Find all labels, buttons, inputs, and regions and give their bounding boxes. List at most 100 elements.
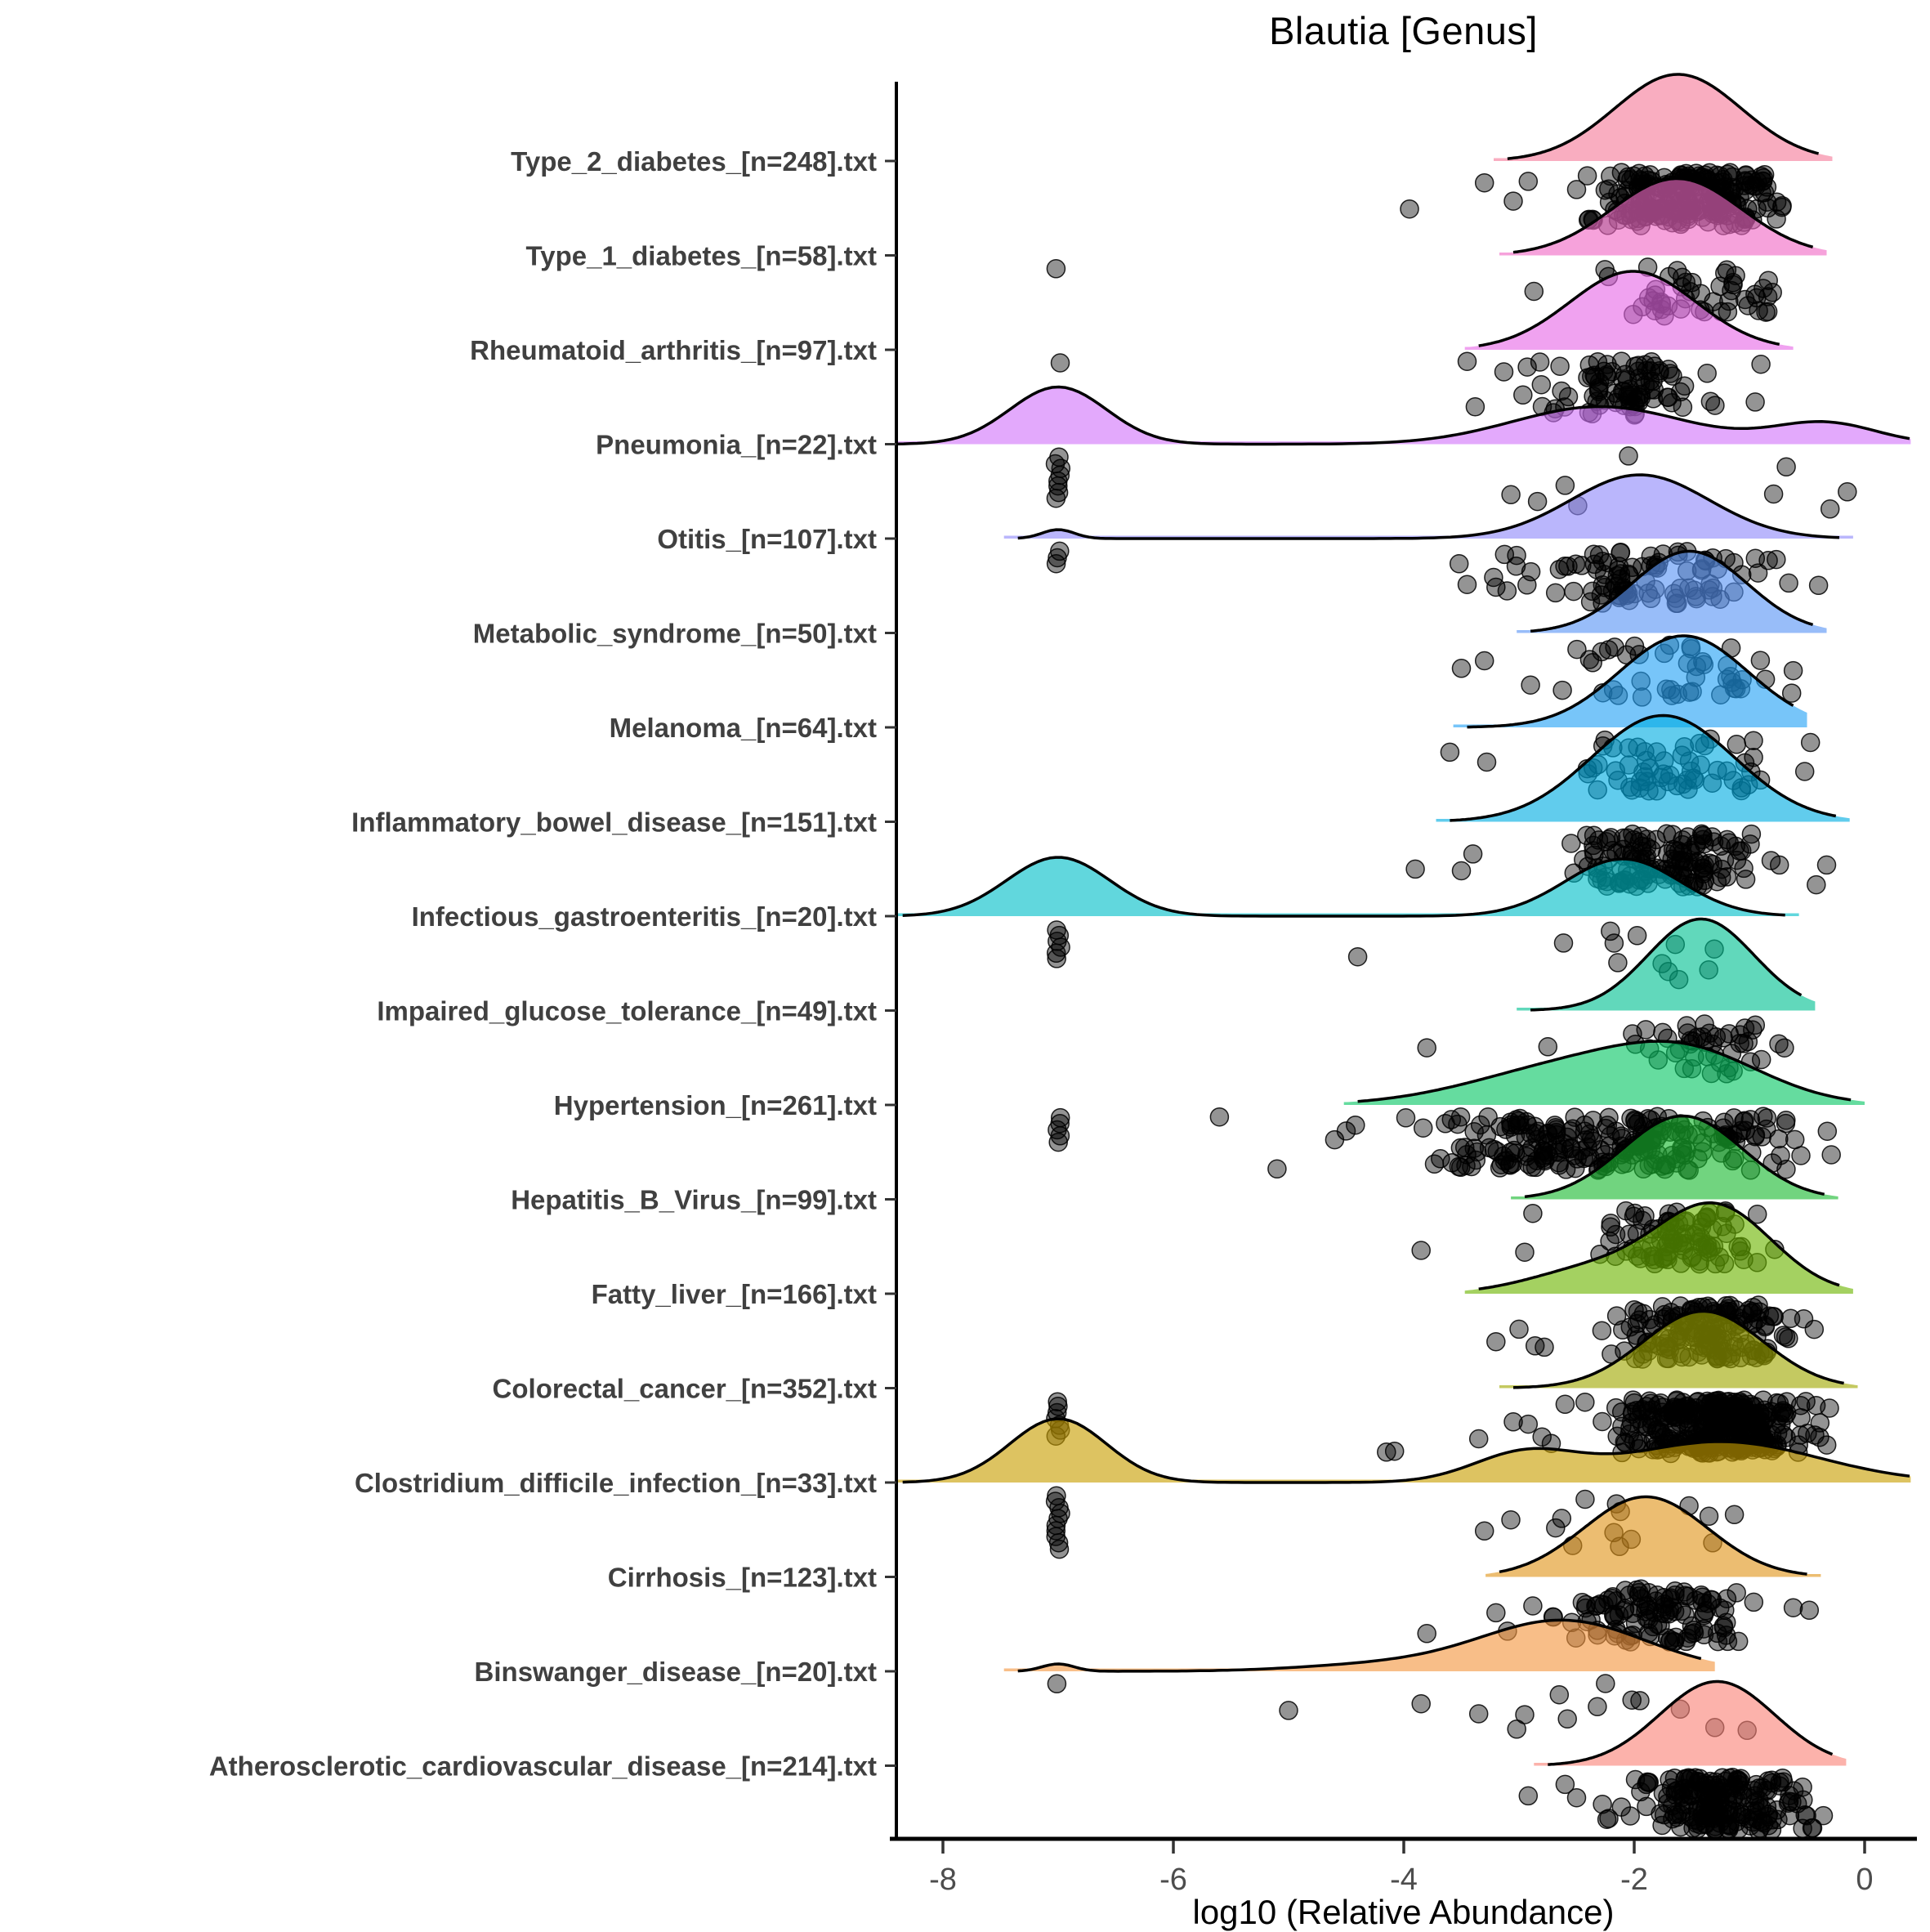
data-point bbox=[1713, 1618, 1734, 1638]
ridge-outline bbox=[1512, 1309, 1844, 1389]
data-point bbox=[1816, 855, 1837, 875]
data-point bbox=[1424, 1154, 1445, 1174]
data-point bbox=[1555, 1774, 1575, 1795]
data-point bbox=[1695, 1783, 1715, 1804]
data-point bbox=[1599, 1107, 1619, 1128]
ridge-metabolic-syndrome bbox=[1517, 549, 1827, 633]
ridge-outline bbox=[1507, 73, 1820, 160]
data-point bbox=[1510, 1116, 1530, 1135]
data-point bbox=[1584, 544, 1604, 564]
data-point bbox=[1619, 446, 1638, 466]
data-point bbox=[1592, 1321, 1612, 1340]
data-point bbox=[1699, 1506, 1719, 1527]
data-point bbox=[1635, 355, 1655, 375]
data-point bbox=[1663, 1809, 1682, 1829]
data-point bbox=[1701, 1805, 1721, 1824]
data-point bbox=[1617, 369, 1637, 390]
ridge-infectious-gastroenteritis bbox=[896, 856, 1799, 918]
ridge-otitis bbox=[1003, 473, 1853, 540]
data-point bbox=[1727, 1583, 1746, 1603]
data-point bbox=[1436, 1114, 1455, 1134]
data-point bbox=[1783, 660, 1803, 681]
data-point bbox=[1494, 544, 1515, 565]
data-point bbox=[1267, 1159, 1287, 1179]
data-point bbox=[1730, 1033, 1749, 1053]
data-point bbox=[1523, 1203, 1543, 1223]
data-point bbox=[1670, 382, 1691, 402]
data-point bbox=[1515, 1705, 1535, 1724]
data-point bbox=[1209, 1107, 1230, 1127]
data-point bbox=[1597, 364, 1617, 385]
data-point bbox=[1599, 1809, 1619, 1828]
data-point bbox=[1049, 1539, 1070, 1559]
data-point bbox=[1575, 1489, 1595, 1509]
data-point bbox=[1597, 1116, 1618, 1135]
data-point bbox=[1549, 1684, 1570, 1705]
data-point bbox=[1636, 1020, 1655, 1040]
data-point bbox=[1813, 1805, 1834, 1826]
ridge-fill bbox=[1499, 1311, 1858, 1389]
data-point bbox=[1451, 659, 1472, 678]
data-point bbox=[1790, 1425, 1811, 1445]
data-point bbox=[1575, 1392, 1595, 1412]
data-point bbox=[1654, 1407, 1673, 1427]
data-point bbox=[1726, 836, 1745, 856]
data-point bbox=[1793, 1777, 1812, 1797]
ridge-outline bbox=[902, 856, 1785, 918]
data-point bbox=[1800, 732, 1821, 753]
data-point bbox=[1530, 352, 1550, 372]
data-point bbox=[1606, 1306, 1627, 1326]
data-point bbox=[1740, 834, 1760, 854]
data-point bbox=[1783, 1598, 1803, 1617]
x-tick-label--8: -8 bbox=[929, 1863, 957, 1897]
data-point bbox=[1670, 1296, 1691, 1316]
ridge-hypertension bbox=[1343, 1040, 1865, 1105]
data-point bbox=[1817, 1121, 1838, 1141]
data-point bbox=[1656, 824, 1677, 844]
data-point bbox=[1601, 921, 1620, 941]
x-tick-label--4: -4 bbox=[1390, 1863, 1418, 1897]
ridge-outline bbox=[1530, 549, 1814, 633]
ridge-pneumonia bbox=[896, 385, 1911, 446]
data-point bbox=[1821, 1145, 1841, 1165]
data-point bbox=[1588, 382, 1609, 401]
ridge-clostridium-difficile-infection bbox=[896, 1417, 1911, 1484]
data-point bbox=[1773, 1772, 1794, 1792]
data-point bbox=[1780, 1308, 1801, 1329]
ridge-outline bbox=[1450, 713, 1837, 822]
y-axis-label-type-2-diabetes: Type_2_diabetes_[n=248].txt bbox=[511, 146, 877, 177]
data-point bbox=[1566, 1787, 1587, 1808]
data-point bbox=[1601, 1213, 1621, 1233]
ridge-fill bbox=[1485, 1496, 1821, 1577]
ridge-fill bbox=[1003, 475, 1853, 539]
data-point bbox=[1546, 1518, 1566, 1538]
data-point bbox=[1754, 182, 1775, 203]
y-axis-label-type-1-diabetes: Type_1_diabetes_[n=58].txt bbox=[526, 241, 877, 271]
ridge-rheumatoid-arthritis bbox=[1464, 270, 1794, 350]
data-point bbox=[1797, 1805, 1816, 1826]
ridge-outline bbox=[1467, 634, 1794, 729]
data-point bbox=[1750, 651, 1771, 670]
data-point bbox=[1707, 871, 1727, 892]
data-point bbox=[1620, 1418, 1640, 1438]
data-point bbox=[1048, 1132, 1068, 1152]
ridge-fill bbox=[1003, 1620, 1715, 1671]
data-point bbox=[1474, 1521, 1494, 1541]
data-point bbox=[1791, 1408, 1811, 1428]
data-point bbox=[1728, 1631, 1749, 1652]
data-point bbox=[1692, 1027, 1712, 1047]
data-point bbox=[1690, 851, 1709, 871]
data-point bbox=[1630, 1691, 1650, 1711]
data-point bbox=[1769, 1129, 1789, 1149]
points-pneumonia bbox=[1045, 446, 1857, 519]
data-point bbox=[1758, 1815, 1779, 1836]
data-point bbox=[1705, 1416, 1726, 1436]
data-point bbox=[1763, 484, 1784, 504]
y-axis-label-inflammatory-bowel-disease: Inflammatory_bowel_disease_[n=151].txt bbox=[351, 807, 877, 838]
y-axis-label-melanoma: Melanoma_[n=64].txt bbox=[610, 713, 877, 743]
data-point bbox=[1411, 1241, 1431, 1260]
x-axis-title: log10 (Relative Abundance) bbox=[1192, 1893, 1615, 1931]
x-tick-label--6: -6 bbox=[1159, 1863, 1187, 1897]
data-point bbox=[1661, 1778, 1682, 1798]
